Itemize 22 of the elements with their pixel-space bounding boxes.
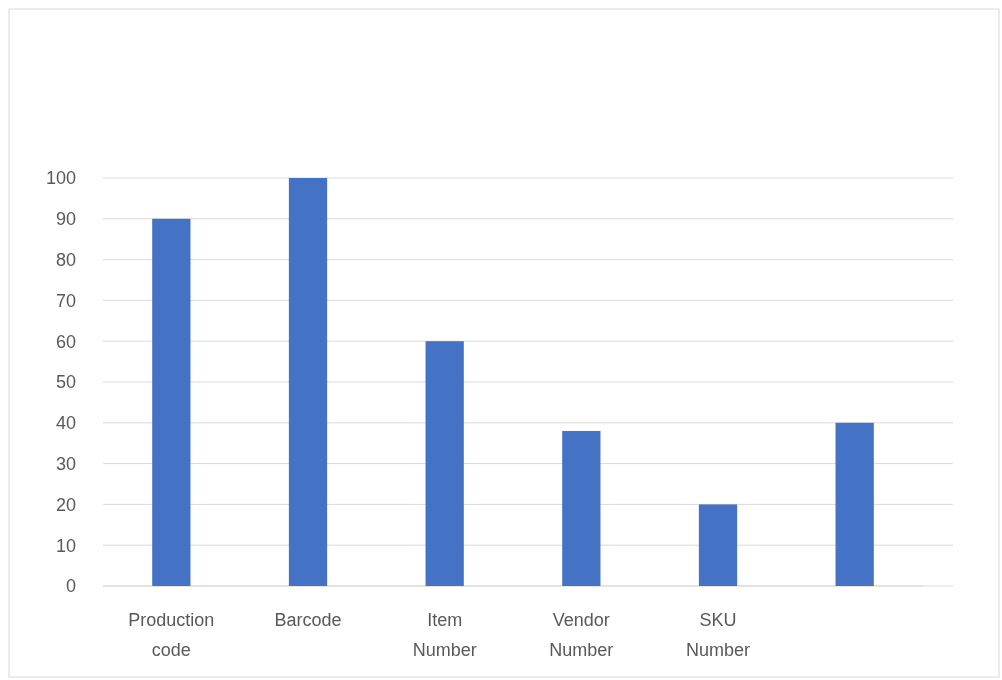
y-tick-label: 60 [55, 331, 76, 352]
x-tick-label: Barcode [274, 610, 342, 630]
bar [288, 178, 328, 586]
y-tick-label: 40 [55, 413, 76, 434]
y-tick-label: 70 [55, 290, 76, 311]
bar [835, 422, 874, 586]
bar [425, 341, 464, 586]
y-tick-label: 20 [55, 494, 76, 515]
y-tick-label: 100 [45, 168, 76, 189]
y-tick-label: 30 [55, 453, 76, 474]
x-tick-label: Item Number [412, 610, 477, 660]
x-tick-label: SKU Number [685, 610, 751, 660]
x-tick-label: Production code [128, 610, 215, 660]
y-tick-label: 90 [55, 209, 76, 230]
x-tick-label: Vendor Number [549, 610, 614, 660]
y-tick-label: 80 [55, 249, 76, 270]
y-tick-label: 10 [55, 535, 76, 556]
bar [562, 430, 601, 586]
bar [698, 504, 738, 586]
y-tick-label: 50 [55, 372, 76, 393]
y-tick-label: 0 [65, 576, 76, 597]
bar [152, 218, 191, 586]
